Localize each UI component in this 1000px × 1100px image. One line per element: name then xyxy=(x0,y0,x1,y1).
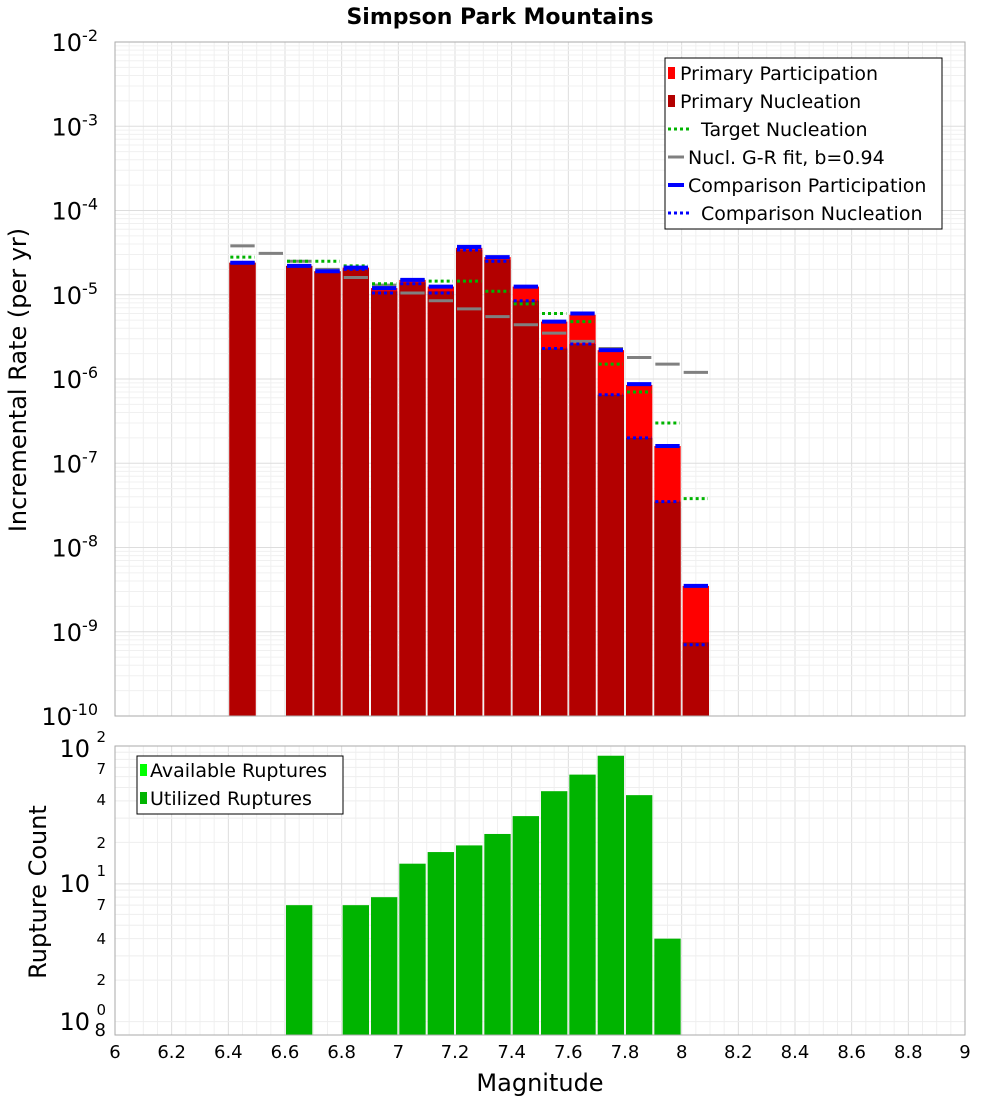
utilized-ruptures-bar xyxy=(484,833,511,1035)
top-y-tick-label: 10-10 xyxy=(41,700,98,731)
top-y-tick-label: 10-8 xyxy=(52,532,99,563)
x-tick-label: 6.2 xyxy=(157,1042,186,1063)
primary-nucleation-bar xyxy=(484,259,511,716)
bottom-y-tick-label: 7 xyxy=(96,760,106,778)
primary-nucleation-bar xyxy=(342,269,369,716)
primary-nucleation-bar xyxy=(682,642,709,716)
chart-title: Simpson Park Mountains xyxy=(346,5,653,30)
bottom-legend: Available Ruptures Utilized Ruptures xyxy=(136,755,344,815)
x-tick-label: 7.6 xyxy=(554,1042,583,1063)
primary-nucleation-bar xyxy=(371,291,398,716)
legend-label-comparison-participation: Comparison Participation xyxy=(688,175,926,197)
bottom-y-tick-label: 8 xyxy=(95,1020,106,1041)
x-tick-label: 8.8 xyxy=(894,1042,923,1063)
primary-nucleation-bar xyxy=(427,291,454,716)
bottom-y-axis-label: Rupture Count xyxy=(24,805,52,979)
x-ticks: 6 6.2 6.4 6.6 6.8 7 7.2 7.4 7.6 7.8 8 8.2 8.4 8.6 8.8 9 xyxy=(109,1042,970,1063)
top-y-tick-label: 10-9 xyxy=(52,616,99,647)
utilized-ruptures-bar xyxy=(286,905,313,1035)
x-axis-label: Magnitude xyxy=(476,1069,603,1097)
legend-label-gr-fit: Nucl. G-R fit, b=0.94 xyxy=(688,147,885,169)
legend-swatch-primary-participation xyxy=(668,67,675,79)
utilized-ruptures-bar xyxy=(626,795,653,1035)
primary-nucleation-bar xyxy=(654,501,681,716)
top-plot-marks xyxy=(229,244,709,716)
utilized-ruptures-bar xyxy=(512,816,539,1035)
x-tick-label: 9 xyxy=(959,1042,970,1063)
primary-nucleation-bar xyxy=(597,394,624,716)
legend-label-target-nucleation: Target Nucleation xyxy=(700,119,868,141)
utilized-ruptures-bar xyxy=(427,852,454,1035)
bottom-legend-box xyxy=(136,755,344,815)
top-y-tick-label: 10-7 xyxy=(52,447,99,478)
x-tick-label: 8.6 xyxy=(837,1042,866,1063)
legend-swatch-utilized-ruptures xyxy=(140,792,147,804)
bottom-y-tick-label: 4 xyxy=(96,791,106,809)
utilized-ruptures-bar xyxy=(371,897,398,1035)
top-y-tick-label: 10-5 xyxy=(52,279,99,310)
utilized-ruptures-bar xyxy=(597,755,624,1035)
utilized-ruptures-bar xyxy=(654,938,681,1035)
bottom-y-tick-label: 1 xyxy=(96,862,106,880)
x-tick-label: 6.4 xyxy=(214,1042,243,1063)
legend-swatch-available-ruptures xyxy=(140,764,147,776)
top-y-axis-label: Incremental Rate (per yr) xyxy=(4,228,32,532)
primary-nucleation-bar xyxy=(456,249,483,716)
legend-label-available-ruptures: Available Ruptures xyxy=(150,760,327,782)
primary-nucleation-bar xyxy=(569,344,596,716)
primary-nucleation-bar xyxy=(314,271,341,716)
x-tick-label: 7.4 xyxy=(497,1042,526,1063)
top-y-ticks: 10-10 10-9 10-8 10-7 10-6 10-5 10-4 10-3 10-2 xyxy=(41,26,98,731)
primary-nucleation-bar xyxy=(399,282,426,716)
top-plot-gridlines xyxy=(114,42,966,717)
utilized-ruptures-bar xyxy=(541,791,568,1035)
top-legend-box xyxy=(664,57,943,230)
bottom-plot-area xyxy=(114,745,966,1036)
primary-nucleation-bar xyxy=(626,437,653,716)
x-tick-label: 6.6 xyxy=(271,1042,300,1063)
legend-swatch-primary-nucleation xyxy=(668,95,675,107)
x-tick-label: 7 xyxy=(393,1042,404,1063)
legend-label-primary-participation: Primary Participation xyxy=(680,63,878,85)
primary-nucleation-bar xyxy=(541,348,568,716)
x-tick-label: 7.8 xyxy=(611,1042,640,1063)
top-y-tick-label: 10-6 xyxy=(52,363,99,394)
utilized-ruptures-bar xyxy=(456,845,483,1035)
legend-label-utilized-ruptures: Utilized Ruptures xyxy=(150,788,312,810)
x-tick-label: 6.8 xyxy=(327,1042,356,1063)
utilized-ruptures-bar xyxy=(399,863,426,1035)
x-tick-label: 8 xyxy=(676,1042,687,1063)
x-tick-label: 8.4 xyxy=(781,1042,810,1063)
bottom-y-tick-label: 7 xyxy=(96,896,106,914)
primary-nucleation-bar xyxy=(229,262,256,716)
bottom-y-tick-label: 2 xyxy=(96,728,106,746)
bottom-y-tick-label: 10 xyxy=(59,1008,90,1036)
legend-label-comparison-nucleation: Comparison Nucleation xyxy=(701,203,923,225)
top-y-tick-label: 10-4 xyxy=(52,195,99,226)
x-tick-label: 8.2 xyxy=(724,1042,753,1063)
primary-nucleation-bar xyxy=(512,300,539,716)
x-tick-label: 6 xyxy=(109,1042,120,1063)
bottom-y-tick-label: 0 xyxy=(96,1001,106,1019)
primary-nucleation-bar xyxy=(286,265,313,716)
top-plot-area xyxy=(114,41,966,717)
bottom-y-tick-label: 2 xyxy=(96,834,106,852)
x-tick-label: 7.2 xyxy=(441,1042,470,1063)
bottom-y-tick-label: 10 xyxy=(59,735,90,763)
bottom-y-tick-label: 10 xyxy=(59,870,90,898)
top-legend: Primary Participation Primary Nucleation… xyxy=(664,57,943,230)
bottom-y-tick-label: 4 xyxy=(96,930,106,948)
utilized-ruptures-bar xyxy=(569,774,596,1035)
bottom-plot-marks xyxy=(286,755,681,1035)
legend-label-primary-nucleation: Primary Nucleation xyxy=(680,91,861,113)
bottom-y-tick-label: 2 xyxy=(96,971,106,989)
top-y-tick-label: 10-3 xyxy=(52,110,99,141)
utilized-ruptures-bar xyxy=(342,905,369,1035)
top-y-tick-label: 10-2 xyxy=(52,26,99,57)
